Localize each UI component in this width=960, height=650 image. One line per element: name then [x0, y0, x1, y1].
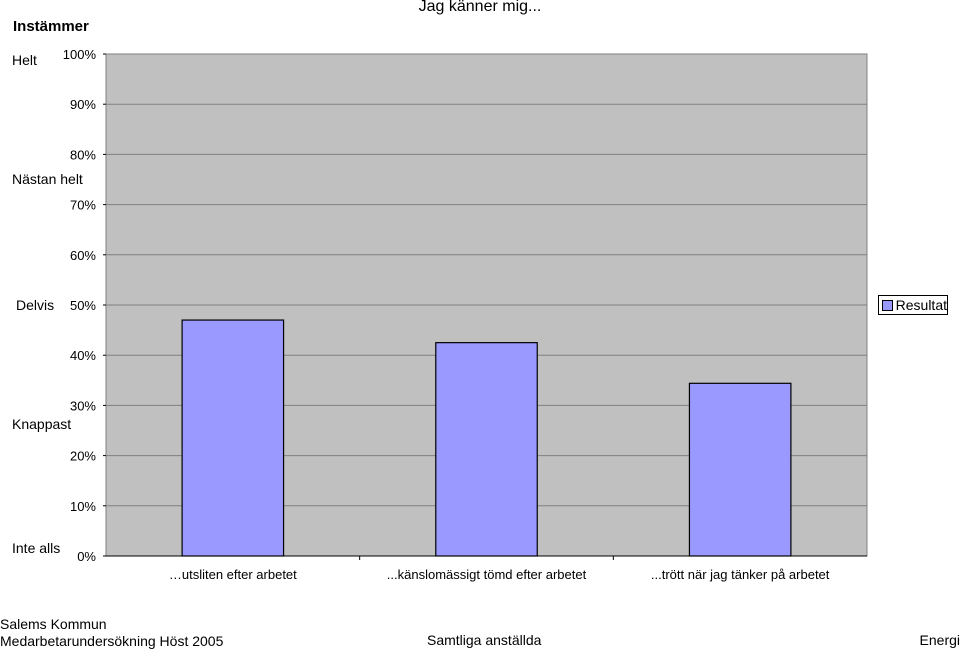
bar — [688, 382, 792, 557]
bar — [435, 342, 538, 557]
y-tick-label: 10% — [70, 499, 96, 514]
legend-swatch — [882, 299, 893, 311]
x-tick-label: ...känslomässigt tömd efter arbetet — [387, 567, 587, 582]
scale-label-knappast: Knappast — [12, 416, 72, 432]
footer-group: Samtliga anställda — [427, 632, 542, 648]
footer-org: Salems Kommun — [0, 616, 107, 632]
y-tick-label: 40% — [70, 348, 96, 363]
bar — [181, 319, 285, 557]
y-tick-label: 50% — [70, 298, 96, 313]
bars — [181, 319, 792, 557]
x-tick-label: ...trött när jag tänker på arbetet — [651, 567, 830, 582]
y-tick-label: 70% — [70, 198, 96, 213]
x-tick-label: …utsliten efter arbetet — [169, 567, 297, 582]
y-axis-ticks: 0% 10% 20% 30% 40% 50% 60% 70% 80% 90% 100% — [63, 47, 106, 564]
y-tick-label: 90% — [70, 97, 96, 112]
footer-topic: Energi — [919, 632, 960, 648]
chart-title: Jag känner mig... — [418, 0, 542, 15]
y-tick-label: 30% — [70, 398, 96, 413]
legend: Resultat — [878, 295, 948, 315]
y-tick-label: 100% — [63, 47, 97, 62]
legend-label: Resultat — [895, 297, 947, 313]
scale-heading: Instämmer — [13, 18, 89, 35]
footer-survey: Medarbetarundersökning Höst 2005 — [0, 633, 224, 649]
bar-chart: 0% 10% 20% 30% 40% 50% 60% 70% 80% 90% 100% …utsli… — [63, 47, 868, 582]
scale-label-helt: Helt — [12, 52, 37, 68]
x-axis-ticks: …utsliten efter arbetet ...känslomässigt … — [169, 556, 830, 582]
scale-label-delvis: Delvis — [16, 297, 55, 313]
scale-label-inte-alls: Inte alls — [12, 540, 61, 556]
y-tick-label: 60% — [70, 248, 96, 263]
y-tick-label: 80% — [70, 147, 96, 162]
scale-label-nastan-helt: Nästan helt — [12, 171, 83, 187]
y-tick-label: 20% — [70, 449, 96, 464]
y-tick-label: 0% — [77, 549, 96, 564]
